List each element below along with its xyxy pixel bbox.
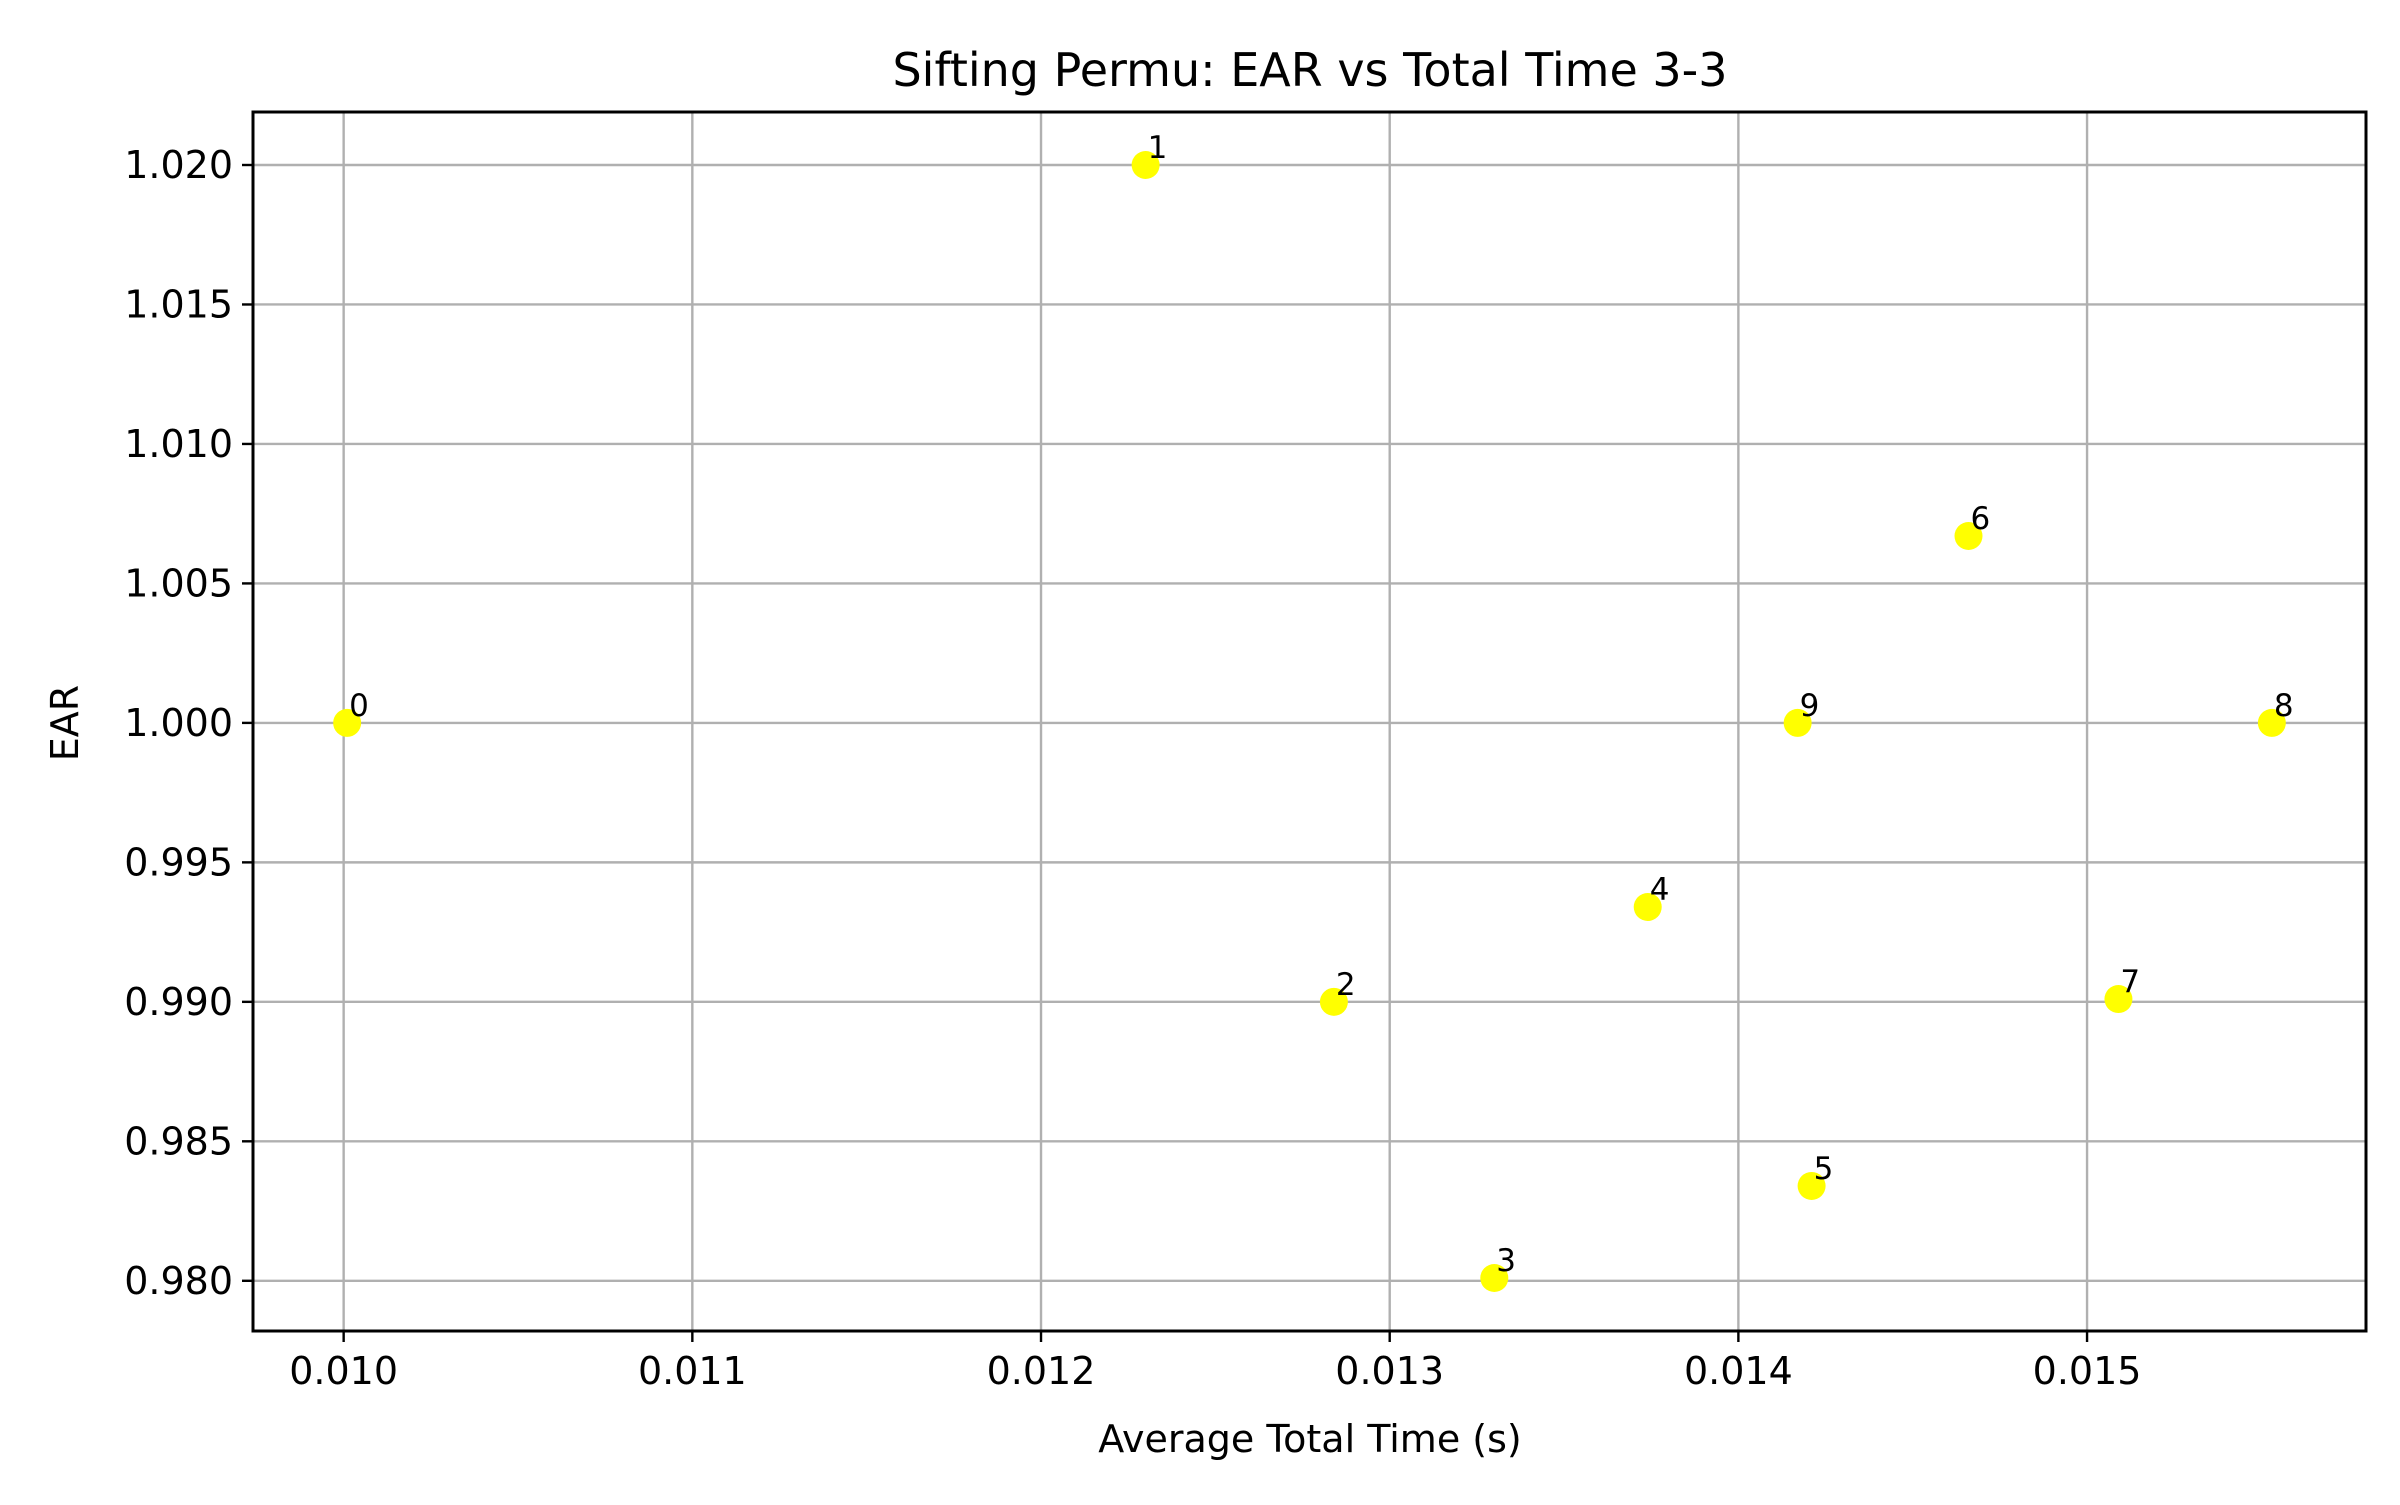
point-label: 5 [1814, 1151, 1834, 1187]
y-tick-label: 0.990 [124, 980, 233, 1024]
chart-title: Sifting Permu: EAR vs Total Time 3-3 [892, 43, 1727, 97]
point-label: 3 [1496, 1243, 1516, 1279]
scatter-point [1633, 893, 1662, 921]
scatter-point [2104, 985, 2133, 1014]
x-tick-label: 0.013 [1335, 1349, 1444, 1393]
y-tick-label: 1.015 [124, 282, 233, 326]
x-tick-label: 0.011 [638, 1349, 747, 1393]
point-label: 8 [2274, 688, 2294, 724]
scatter-point [1480, 1264, 1509, 1292]
ticks-layer: 0.010 0.011 0.012 0.013 0.014 0.015 0.980 0.985… [124, 143, 2141, 1393]
scatter-point [1319, 987, 1348, 1016]
y-tick-label: 0.995 [124, 840, 233, 884]
x-tick-label: 0.015 [2033, 1349, 2142, 1393]
x-tick-label: 0.010 [289, 1349, 398, 1393]
y-tick-label: 1.005 [124, 561, 233, 605]
point-label: 7 [2120, 964, 2140, 1000]
x-tick-label: 0.012 [987, 1349, 1096, 1393]
scatter-point [1954, 522, 1983, 550]
point-label: 4 [1650, 872, 1670, 908]
x-axis-label: Average Total Time (s) [1098, 1417, 1521, 1461]
point-label: 9 [1800, 688, 1820, 724]
points-layer: 0 1 2 3 4 5 6 7 8 9 [333, 130, 2294, 1292]
y-tick-label: 1.010 [124, 422, 233, 466]
x-tick-label: 0.014 [1684, 1349, 1793, 1393]
point-label: 0 [349, 688, 369, 724]
scatter-point [1797, 1171, 1826, 1200]
y-axis-label: EAR [43, 685, 87, 761]
scatter-point [1131, 151, 1160, 179]
point-label: 6 [1971, 501, 1991, 537]
scatter-point [2257, 708, 2286, 737]
scatter-point [1783, 708, 1812, 737]
y-tick-label: 1.020 [124, 143, 233, 187]
point-label: 1 [1148, 130, 1168, 166]
scatter-point [333, 708, 362, 737]
plot-frame [251, 110, 2368, 1333]
grid-layer [253, 112, 2366, 1331]
y-tick-label: 0.980 [124, 1259, 233, 1303]
point-label: 2 [1336, 967, 1356, 1003]
y-tick-label: 0.985 [124, 1119, 233, 1163]
y-tick-label: 1.000 [124, 701, 233, 745]
